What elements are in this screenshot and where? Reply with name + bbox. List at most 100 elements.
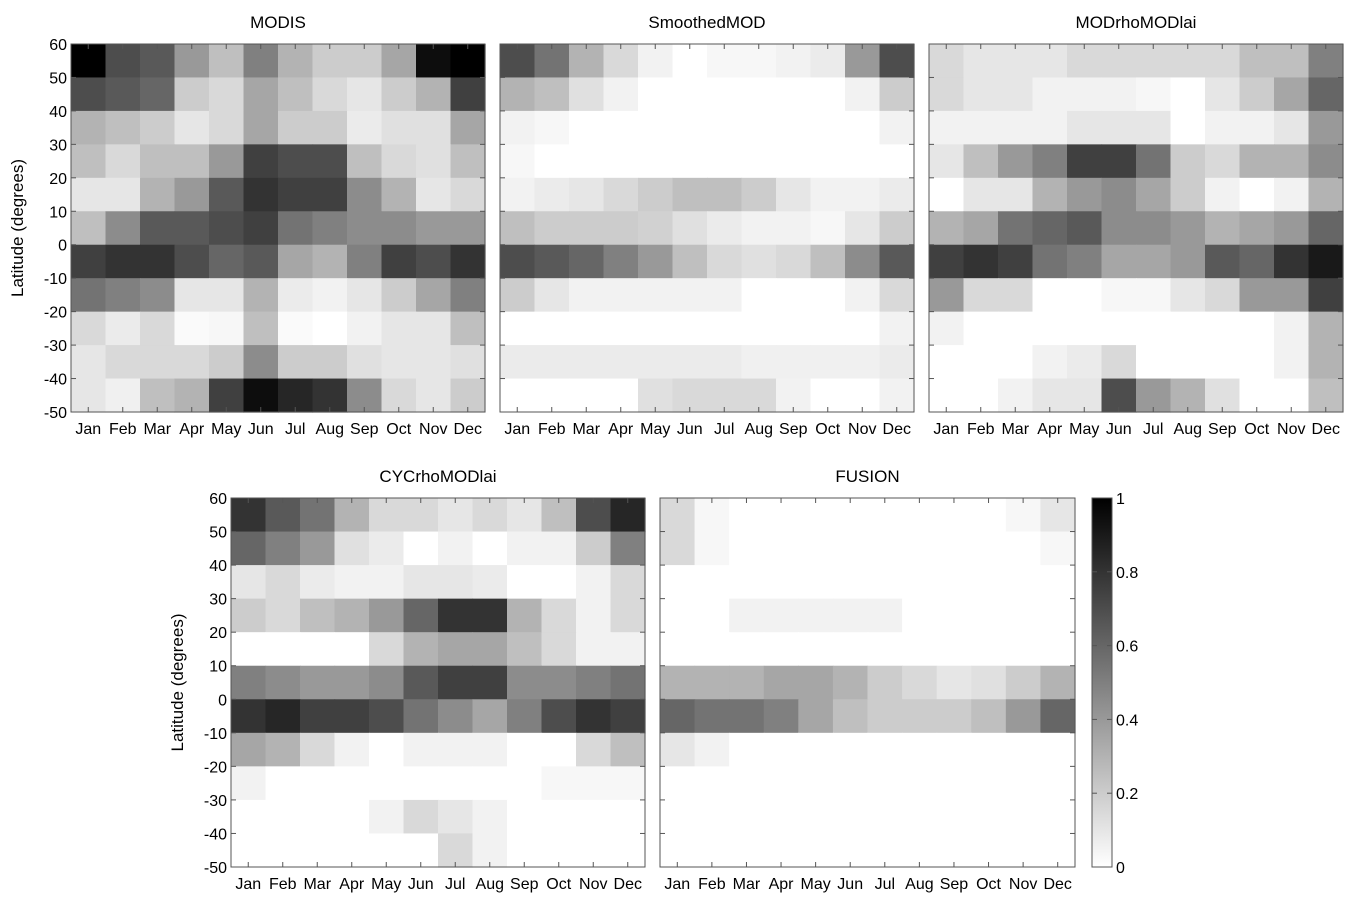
heatmap-cell <box>729 665 765 700</box>
heatmap-cell <box>998 77 1034 112</box>
heatmap-cell <box>610 833 646 868</box>
heatmap-cell <box>694 531 730 566</box>
heatmap-cell <box>334 632 370 667</box>
heatmap-cell <box>1239 44 1275 79</box>
heatmap-cell <box>472 833 508 868</box>
heatmap-cell <box>845 77 881 112</box>
heatmap-cell <box>243 244 279 279</box>
heatmap-cell <box>569 378 605 413</box>
colorbar-tick-label: 0.8 <box>1116 565 1138 582</box>
heatmap-cell <box>971 632 1007 667</box>
heatmap-cell <box>929 77 965 112</box>
heatmap-cell <box>660 598 696 633</box>
x-tick-label: Oct <box>976 876 1001 893</box>
panel-title: CYCrhoMODlai <box>379 467 496 486</box>
heatmap-cell <box>810 77 846 112</box>
heatmap-cell <box>879 110 915 145</box>
y-tick-label: 50 <box>209 525 227 542</box>
colorbar-tick-label: 0.4 <box>1116 712 1138 729</box>
heatmap-cell <box>1101 144 1137 179</box>
heatmap-cell <box>381 211 417 246</box>
heatmap-cell <box>963 278 999 313</box>
heatmap-cell <box>707 278 743 313</box>
x-tick-label: Aug <box>905 876 933 893</box>
heatmap-cell <box>638 244 674 279</box>
heatmap-cell <box>1274 211 1310 246</box>
heatmap-cell <box>1239 144 1275 179</box>
heatmap-cell <box>231 531 267 566</box>
heatmap-cell <box>763 665 799 700</box>
heatmap-cell <box>936 498 972 533</box>
x-tick-label: Nov <box>848 421 876 438</box>
heatmap-cell <box>381 177 417 212</box>
heatmap-cell <box>416 378 452 413</box>
heatmap-cell <box>603 278 639 313</box>
heatmap-cell <box>1067 211 1103 246</box>
heatmap-cell <box>963 110 999 145</box>
heatmap-cell <box>902 498 938 533</box>
heatmap-cell <box>347 345 383 380</box>
heatmap-cell <box>810 278 846 313</box>
heatmap-cell <box>534 44 570 79</box>
heatmap-cell <box>707 311 743 346</box>
heatmap-cell <box>936 699 972 734</box>
y-tick-label: 0 <box>218 692 227 709</box>
heatmap-cell <box>278 311 314 346</box>
heatmap-cell <box>1308 110 1344 145</box>
heatmap-cell <box>776 177 812 212</box>
heatmap-cell <box>798 766 834 801</box>
heatmap-cell <box>798 498 834 533</box>
heatmap-cell <box>140 311 176 346</box>
x-tick-label: Apr <box>608 421 634 438</box>
heatmap-cell <box>209 77 245 112</box>
heatmap-cell <box>300 799 336 835</box>
heatmap-cell <box>209 144 245 179</box>
heatmap-cell <box>867 632 903 667</box>
heatmap-cell <box>300 699 336 734</box>
heatmap-cell <box>1032 77 1068 112</box>
heatmap-cell <box>929 144 965 179</box>
heatmap-cell <box>610 565 646 600</box>
y-tick-label: -10 <box>204 726 227 743</box>
heatmap-cell <box>672 378 708 413</box>
heatmap-cell <box>832 833 869 868</box>
heatmap-cell <box>450 244 486 279</box>
heatmap-cell <box>243 177 279 212</box>
heatmap-cell <box>369 565 405 600</box>
heatmap-cell <box>507 531 543 566</box>
panel-title: FUSION <box>835 467 899 486</box>
heatmap-cell <box>507 732 543 767</box>
heatmap-cell <box>438 632 474 667</box>
colorbar-tick-label: 0.6 <box>1116 639 1138 656</box>
heatmap-cell <box>694 498 730 533</box>
heatmap-cell <box>660 799 696 835</box>
x-tick-label: Dec <box>883 421 911 438</box>
heatmap-cell <box>416 311 452 346</box>
heatmap-cell <box>879 345 915 380</box>
heatmap-cell <box>569 144 605 179</box>
heatmap-cell <box>300 598 336 633</box>
heatmap-cell <box>936 833 972 868</box>
heatmap-cell <box>963 311 999 346</box>
heatmap-cell <box>71 44 107 79</box>
heatmap-cell <box>1040 665 1076 700</box>
heatmap-cell <box>381 378 417 413</box>
heatmap-cell <box>265 632 301 667</box>
heatmap-cell <box>603 77 639 112</box>
heatmap-cell <box>1308 378 1344 413</box>
heatmap-cell <box>1040 531 1076 566</box>
heatmap-cell <box>763 565 799 600</box>
y-tick-label: 20 <box>209 625 227 642</box>
heatmap-cell <box>71 278 107 313</box>
y-tick-label: -50 <box>44 405 67 422</box>
heatmap-cell <box>243 44 279 79</box>
y-tick-label: -30 <box>44 338 67 355</box>
heatmap-cell <box>776 244 812 279</box>
x-tick-label: Jul <box>445 876 465 893</box>
heatmap-cell <box>776 278 812 313</box>
heatmap-cell <box>569 110 605 145</box>
x-tick-label: Dec <box>454 421 482 438</box>
x-tick-label: Sep <box>779 421 808 438</box>
heatmap-cell <box>1005 732 1042 767</box>
